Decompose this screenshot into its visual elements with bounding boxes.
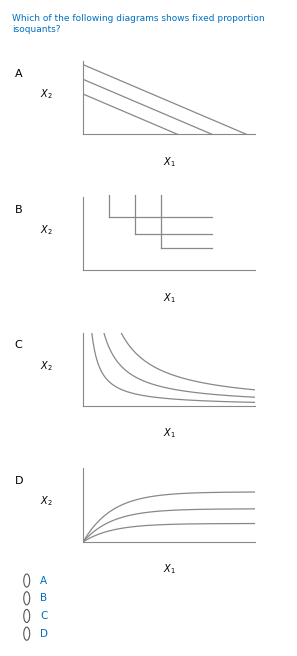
Text: C: C — [15, 340, 23, 350]
Text: A: A — [15, 69, 23, 79]
Text: $X_2$: $X_2$ — [40, 87, 52, 101]
Text: $X_1$: $X_1$ — [163, 291, 176, 304]
Text: B: B — [40, 593, 47, 604]
Text: $X_2$: $X_2$ — [40, 359, 52, 373]
Text: C: C — [40, 611, 48, 621]
Text: $X_1$: $X_1$ — [163, 426, 176, 440]
Text: $X_2$: $X_2$ — [40, 495, 52, 508]
Text: D: D — [15, 476, 23, 486]
Text: A: A — [40, 575, 47, 586]
Text: $X_1$: $X_1$ — [163, 562, 176, 576]
Text: Which of the following diagrams shows fixed proportion isoquants?: Which of the following diagrams shows fi… — [12, 14, 265, 34]
Text: $X_2$: $X_2$ — [40, 223, 52, 237]
Text: D: D — [40, 628, 48, 639]
Text: B: B — [15, 205, 23, 215]
Text: $X_1$: $X_1$ — [163, 155, 176, 169]
